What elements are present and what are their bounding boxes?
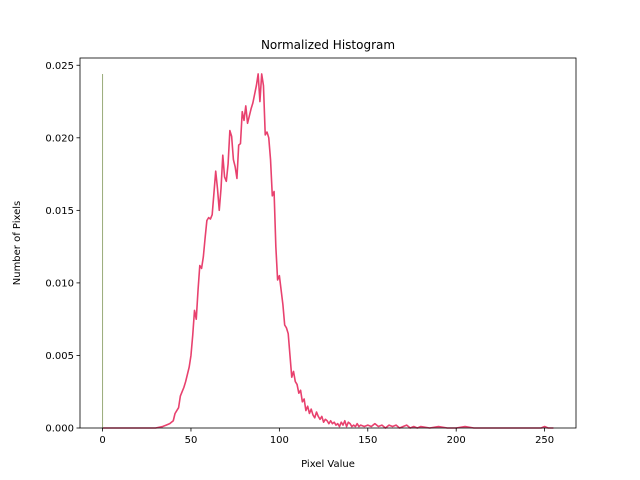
y-tick-label: 0.000	[45, 424, 74, 435]
y-tick-label: 0.010	[45, 278, 74, 289]
y-tick-label: 0.005	[45, 351, 74, 362]
y-tick-label: 0.025	[45, 61, 74, 72]
plot-area	[79, 57, 577, 429]
x-axis-label: Pixel Value	[301, 459, 355, 470]
y-axis: 0.000 0.005 0.010 0.015 0.020 0.025	[45, 61, 80, 435]
x-tick-label: 200	[447, 435, 466, 446]
x-tick-label: 0	[99, 435, 105, 446]
plot-frame	[79, 57, 577, 429]
y-tick-label: 0.015	[45, 206, 74, 217]
series-line-0	[102, 73, 554, 429]
y-tick-label: 0.020	[45, 133, 74, 144]
x-axis: 0 50 100 150 200 250	[99, 428, 554, 446]
x-tick-label: 50	[185, 435, 198, 446]
x-tick-label: 100	[270, 435, 289, 446]
y-axis-label: Number of Pixels	[12, 201, 23, 286]
x-tick-label: 250	[535, 435, 554, 446]
x-tick-label: 150	[358, 435, 377, 446]
chart-title: Normalized Histogram	[261, 38, 395, 52]
